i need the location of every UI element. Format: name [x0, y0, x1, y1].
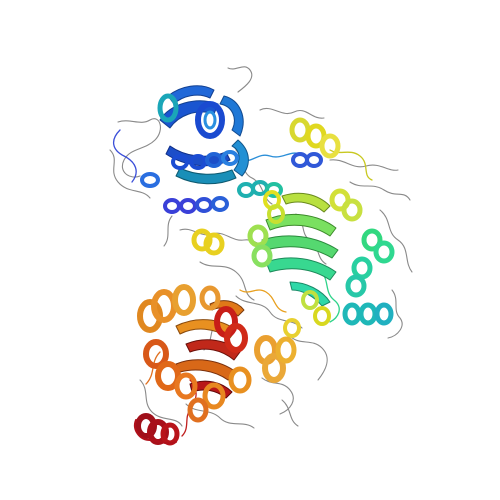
helix-ring	[199, 285, 221, 311]
helix-ring	[342, 302, 362, 326]
helix-ring	[171, 154, 189, 170]
helix-ring	[373, 240, 395, 264]
orange-red-domain	[134, 284, 297, 446]
coil-line	[379, 209, 413, 273]
helix-ring	[174, 372, 198, 400]
coil-line	[163, 215, 173, 247]
helix-ring	[358, 302, 378, 326]
beta-strand	[261, 235, 339, 259]
coil-line	[387, 289, 403, 339]
helix-ring	[275, 336, 297, 364]
helix-ring	[319, 133, 341, 159]
helix-ring	[203, 110, 217, 130]
coil-line	[289, 335, 328, 381]
beta-strand	[175, 167, 237, 185]
helix-ring	[237, 182, 255, 198]
helix-ring	[195, 197, 213, 213]
helix-ring	[291, 152, 309, 168]
beta-strand	[281, 192, 331, 213]
helix-ring	[228, 366, 252, 394]
helix-ring	[341, 198, 363, 222]
helix-ring	[361, 228, 383, 252]
beta-strand	[165, 145, 231, 167]
helix-ring	[191, 228, 213, 252]
helix-ring	[351, 256, 373, 280]
helix-ring	[160, 422, 180, 446]
helix-ring	[163, 198, 181, 214]
helix-ring	[262, 353, 286, 383]
loop-lines	[109, 66, 413, 437]
helix-ring	[203, 232, 225, 256]
helix-ring	[140, 172, 160, 188]
helix-ring	[189, 154, 207, 170]
beta-strand	[167, 85, 215, 105]
beta-strand	[219, 95, 244, 137]
helix-ring	[211, 196, 229, 212]
helix-ring	[251, 244, 273, 268]
coil-line	[235, 295, 303, 329]
coil-line	[239, 152, 301, 162]
helix-ring	[187, 397, 209, 423]
helix-ring	[267, 204, 285, 224]
helix-ring	[251, 180, 269, 196]
coil-line	[139, 379, 183, 427]
blue-domain	[140, 85, 323, 214]
helix-ring	[157, 93, 179, 123]
helix-ring	[172, 284, 196, 316]
helix-ring	[179, 198, 197, 214]
beta-strand	[265, 257, 337, 281]
helix-ring	[313, 306, 331, 326]
helix-ring	[247, 224, 269, 248]
helix-ring	[221, 150, 239, 166]
helix-ring	[345, 274, 367, 298]
coil-line	[134, 419, 177, 445]
helix-ring	[195, 101, 225, 139]
helix-ring	[202, 382, 226, 410]
helix-ring	[205, 152, 223, 168]
coil-line	[227, 66, 253, 93]
helix-ring	[283, 318, 301, 338]
coil-line	[281, 399, 299, 427]
beta-strand	[265, 214, 337, 237]
coil-line	[259, 108, 325, 119]
coil-line	[117, 118, 161, 178]
helix-ring	[224, 323, 248, 353]
coil-line	[239, 289, 287, 313]
coil-line	[185, 403, 255, 429]
helix-ring	[155, 361, 181, 391]
coil-line	[199, 261, 255, 301]
helix-ring	[143, 339, 169, 369]
coil-line	[319, 269, 340, 323]
helix-ring	[374, 302, 394, 326]
helix-ring	[301, 290, 319, 310]
helix-ring	[265, 182, 283, 198]
helix-ring	[151, 289, 177, 323]
green-yellow-domain	[191, 117, 395, 338]
coil-line	[113, 129, 137, 183]
coil-line	[109, 149, 151, 199]
beta-strand	[231, 139, 249, 177]
coil-line	[349, 181, 411, 201]
helix-ring	[305, 152, 323, 168]
